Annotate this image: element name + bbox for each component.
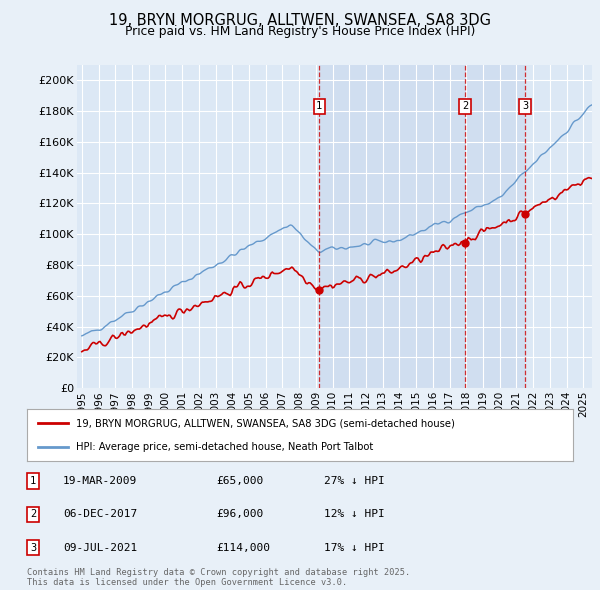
Bar — [319, 65, 525, 388]
Text: 1: 1 — [30, 476, 36, 486]
Text: 1: 1 — [316, 101, 322, 112]
Text: 27% ↓ HPI: 27% ↓ HPI — [324, 476, 385, 486]
Text: 09-JUL-2021: 09-JUL-2021 — [63, 543, 137, 552]
Text: Price paid vs. HM Land Registry's House Price Index (HPI): Price paid vs. HM Land Registry's House … — [125, 25, 475, 38]
Text: Contains HM Land Registry data © Crown copyright and database right 2025.
This d: Contains HM Land Registry data © Crown c… — [27, 568, 410, 587]
Text: 3: 3 — [30, 543, 36, 552]
Text: 2: 2 — [30, 510, 36, 519]
Text: 2: 2 — [462, 101, 468, 112]
Text: HPI: Average price, semi-detached house, Neath Port Talbot: HPI: Average price, semi-detached house,… — [76, 442, 373, 453]
Text: £114,000: £114,000 — [216, 543, 270, 552]
Text: £96,000: £96,000 — [216, 510, 263, 519]
Text: 19, BRYN MORGRUG, ALLTWEN, SWANSEA, SA8 3DG: 19, BRYN MORGRUG, ALLTWEN, SWANSEA, SA8 … — [109, 13, 491, 28]
Text: 19-MAR-2009: 19-MAR-2009 — [63, 476, 137, 486]
Text: 19, BRYN MORGRUG, ALLTWEN, SWANSEA, SA8 3DG (semi-detached house): 19, BRYN MORGRUG, ALLTWEN, SWANSEA, SA8 … — [76, 418, 455, 428]
Text: 3: 3 — [522, 101, 528, 112]
Text: 12% ↓ HPI: 12% ↓ HPI — [324, 510, 385, 519]
Text: 06-DEC-2017: 06-DEC-2017 — [63, 510, 137, 519]
Text: £65,000: £65,000 — [216, 476, 263, 486]
Text: 17% ↓ HPI: 17% ↓ HPI — [324, 543, 385, 552]
